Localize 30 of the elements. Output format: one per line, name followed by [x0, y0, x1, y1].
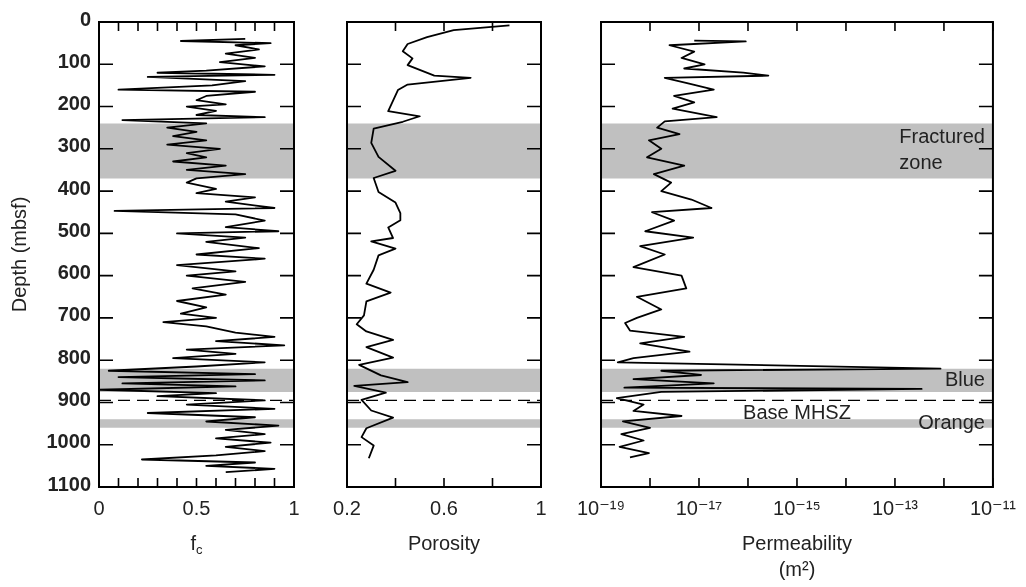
- band-label: Orange: [918, 411, 985, 434]
- y-tick-label: 300: [57, 134, 91, 157]
- band-label: Blue: [944, 367, 985, 390]
- x-axis-title: Porosity: [407, 531, 481, 554]
- y-tick-label: 100: [57, 49, 91, 72]
- y-tick-label: 500: [57, 218, 91, 241]
- x-tick-label: 10⁻¹³: [871, 496, 919, 519]
- y-tick-label: 400: [57, 176, 91, 199]
- x-axis-title: Permeability (m²): [741, 531, 852, 580]
- y-tick-label: 1100: [47, 472, 91, 495]
- y-axis-title: Depth (mbsf): [7, 196, 30, 313]
- x-tick-label: 10⁻¹¹: [969, 496, 1017, 519]
- x-tick-label: 0.2: [333, 496, 361, 519]
- y-tick-label: 900: [57, 387, 91, 410]
- x-tick-label: 10⁻¹⁷: [675, 496, 723, 519]
- x-tick-label: 1: [535, 496, 547, 519]
- x-tick-label: 0.5: [182, 496, 211, 519]
- x-tick-label: 1: [288, 496, 300, 519]
- y-tick-label: 800: [57, 345, 91, 368]
- x-tick-label: 0.6: [430, 496, 458, 519]
- y-tick-label: 600: [57, 261, 91, 284]
- y-tick-label: 1000: [46, 430, 91, 453]
- band-label: Fractured zone: [899, 125, 985, 174]
- x-tick-label: 0: [93, 496, 105, 519]
- x-tick-label: 10⁻¹⁹: [577, 496, 626, 519]
- y-tick-label: 700: [57, 303, 91, 326]
- y-tick-label: 200: [57, 92, 91, 115]
- y-tick-label: 0: [79, 7, 91, 30]
- x-tick-label: 10⁻¹⁵: [773, 496, 821, 519]
- ref-line-label: Base MHSZ: [743, 400, 851, 423]
